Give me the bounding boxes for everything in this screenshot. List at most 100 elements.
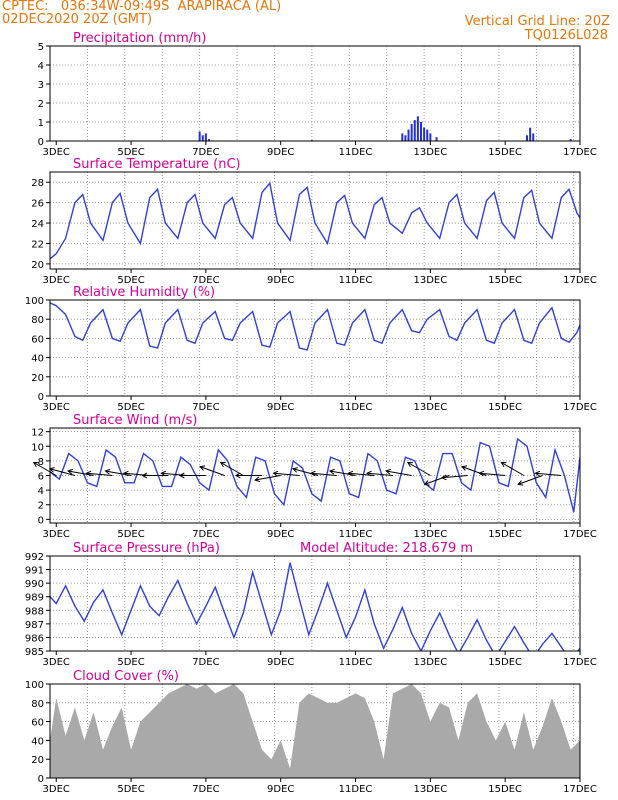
x-tick-label: 17DEC [563,784,597,795]
x-tick-label: 15DEC [488,402,522,413]
x-tick-label: 17DEC [563,275,597,286]
y-tick-label: 0 [38,515,44,526]
precip-bar [410,123,413,141]
x-tick-label: 13DEC [413,147,447,158]
precip-bar [404,135,407,141]
precip-bar [569,139,572,141]
wind-vector-arrow [292,468,319,476]
precip-bar [420,122,422,141]
press-frame [49,555,581,652]
y-tick-label: 988 [25,606,44,617]
x-tick-label: 17DEC [563,529,597,540]
y-tick-label: 992 [25,552,44,563]
precip-bar [413,120,416,141]
press-series-line [50,562,580,651]
wind-arrowhead [517,480,524,486]
cloud-title: Cloud Cover (%) [73,669,179,684]
x-tick-label: 7DEC [192,402,219,413]
wind-vector-arrow [385,470,412,476]
y-tick-label: 5 [38,42,44,53]
wind-arrowhead [534,470,541,477]
y-tick-label: 22 [31,239,44,250]
wind-vector-arrow [424,475,450,485]
wind-arrowhead [423,480,430,486]
y-tick-label: 24 [31,219,44,230]
wind-arrowhead [141,472,148,479]
y-tick-label: 20 [31,373,44,384]
y-tick-label: 60 [31,334,44,345]
precip-bar [426,129,429,141]
wind-vector-arrow [366,472,393,476]
wind-vector-arrow [199,466,225,476]
wind-arrowhead [219,461,226,468]
rh-series-line [50,302,580,351]
wind-vector-arrow [461,466,487,476]
wind-vector-arrow [33,462,57,476]
x-tick-label: 9DEC [267,402,294,413]
y-tick-label: 0 [38,774,44,785]
x-tick-label: 9DEC [267,784,294,795]
wind-arrowhead [199,465,206,471]
x-tick-label: 11DEC [339,402,373,413]
wind-arrowhead [406,461,413,468]
x-tick-label: 9DEC [267,275,294,286]
precip-bar [423,127,426,141]
y-tick-label: 3 [38,80,44,91]
wind-vector-arrow [479,472,506,476]
y-tick-label: 2 [38,501,44,512]
precip-bar [401,133,404,141]
x-tick-label: 3DEC [43,147,70,158]
wind-arrowhead [254,476,260,483]
temp-frame [49,171,581,270]
y-tick-label: 986 [25,633,44,644]
x-tick-label: 5DEC [117,147,144,158]
x-tick-label: 5DEC [117,275,144,286]
y-tick-label: 6 [38,472,44,483]
wind-vector-arrow [407,462,431,476]
precip-bar [429,133,432,141]
header-grid-line: Vertical Grid Line: 20Z [464,14,610,29]
precip-bar [416,116,419,141]
x-tick-label: 17DEC [563,402,597,413]
wind-arrowhead [461,465,468,471]
wind-vector-arrow [310,472,337,476]
header-date: 02DEC2020 20Z (GMT) [2,12,153,27]
wind-arrowhead [328,468,335,475]
x-tick-label: 9DEC [267,529,294,540]
x-tick-label: 15DEC [488,275,522,286]
x-tick-label: 11DEC [339,147,373,158]
wind-vector-arrow [535,472,562,476]
y-tick-label: 26 [31,199,44,210]
x-tick-label: 15DEC [488,784,522,795]
wind-vector-arrow [441,475,468,479]
x-tick-label: 7DEC [192,147,219,158]
x-tick-label: 5DEC [117,657,144,668]
y-tick-label: 987 [25,620,44,631]
y-tick-label: 12 [31,428,44,439]
y-tick-label: 990 [25,579,44,590]
wind-title: Surface Wind (m/s) [73,413,197,428]
wind-vector-arrow [86,472,113,476]
x-tick-label: 15DEC [488,147,522,158]
x-tick-label: 15DEC [488,657,522,668]
x-tick-label: 11DEC [339,275,373,286]
precip-bar [208,139,210,141]
x-tick-label: 5DEC [117,784,144,795]
rh-title: Relative Humidity (%) [73,285,215,300]
precip-panel: Precipitation (mm/h) 3DEC 5DEC 7DEC 9DEC 11DE… [38,31,597,158]
x-tick-label: 17DEC [563,657,597,668]
wind-arrowhead [347,470,354,477]
wind-vector-arrow [255,475,281,481]
x-tick-label: 11DEC [339,784,373,795]
x-tick-label: 7DEC [192,275,219,286]
wind-arrowhead [178,472,185,479]
wind-arrowhead [160,470,167,477]
y-tick-label: 0 [38,137,44,148]
wind-arrowhead [234,472,241,479]
x-tick-label: 3DEC [43,529,70,540]
header-station: CPTEC: 036:34W-09:49S ARAPIRACA (AL) [2,0,282,14]
precip-bar [526,135,528,141]
temp-title: Surface Temperature (nC) [73,157,241,172]
wind-arrowhead [272,470,279,477]
cloud-frame [49,683,581,779]
